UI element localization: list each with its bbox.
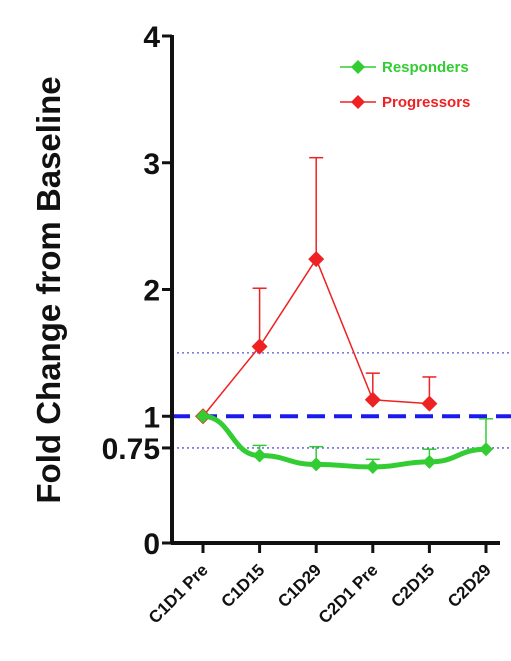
- series-line: [202, 413, 487, 470]
- series-line: [202, 258, 430, 417]
- legend: Responders Progressors: [340, 59, 470, 111]
- y-tick-label: 2: [143, 275, 160, 308]
- legend-label: Progressors: [382, 94, 470, 111]
- axes: [162, 34, 500, 553]
- data-point: [479, 442, 493, 457]
- series-progressors: [195, 156, 438, 425]
- x-tick-label: C2D15: [387, 560, 438, 611]
- y-tick-label: 3: [143, 148, 160, 181]
- data-point: [309, 457, 324, 472]
- y-tick-label: 1: [143, 401, 160, 434]
- legend-item-responders: Responders: [340, 59, 469, 76]
- x-tick-label: C1D15: [218, 560, 269, 611]
- series-layer: [195, 156, 493, 474]
- data-point: [252, 448, 267, 463]
- data-point: [196, 409, 210, 424]
- reference-lines: [172, 352, 511, 449]
- legend-item-progressors: Progressors: [340, 94, 470, 111]
- data-point: [251, 338, 268, 355]
- x-tick-label: C1D1 Pre: [145, 560, 212, 627]
- y-tick-label: 0: [143, 528, 160, 561]
- series-responders: [196, 409, 493, 474]
- legend-marker: [351, 60, 365, 74]
- data-point: [364, 391, 381, 408]
- y-tick-label: 4: [143, 21, 160, 54]
- y-axis-title: Fold Change from Baseline: [30, 76, 67, 503]
- legend-marker: [351, 95, 365, 109]
- y-tick-label: 0.75: [102, 433, 160, 466]
- data-point: [421, 395, 438, 412]
- data-point: [365, 459, 380, 474]
- data-point: [422, 454, 437, 469]
- data-point: [308, 251, 325, 268]
- legend-label: Responders: [382, 59, 469, 76]
- x-tick-label: C2D1 Pre: [315, 560, 382, 627]
- x-tick-label: C2D29: [444, 560, 495, 611]
- x-tick-label: C1D29: [274, 560, 325, 611]
